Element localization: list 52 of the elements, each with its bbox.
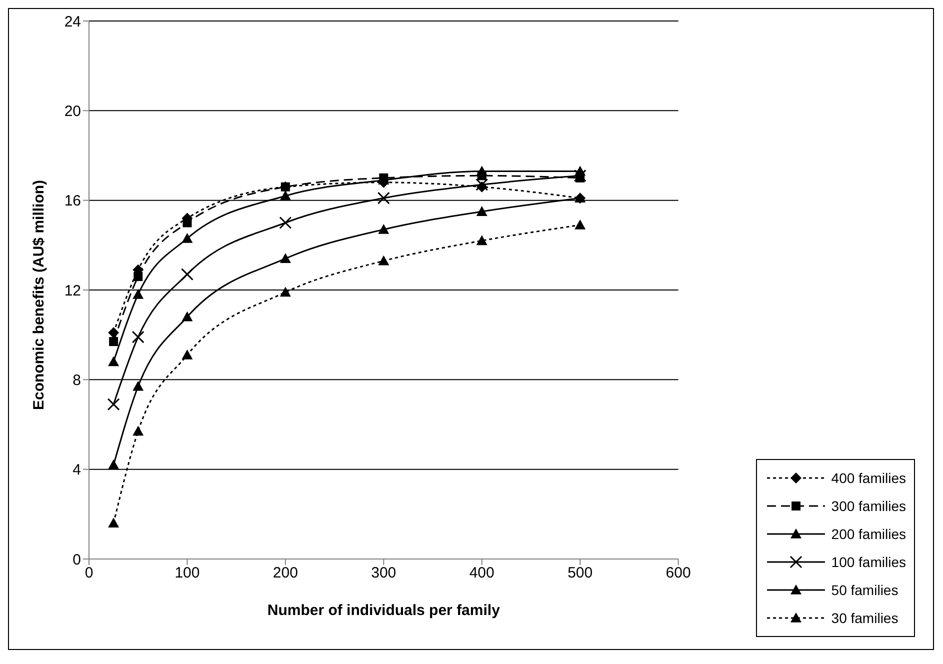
y-tick-label: 12 <box>64 282 81 300</box>
point <box>132 288 144 299</box>
point <box>279 216 292 229</box>
point <box>476 206 488 216</box>
point <box>280 190 291 200</box>
point <box>108 518 120 528</box>
y-tick-label: 16 <box>64 192 81 210</box>
y-tick-label: 24 <box>64 13 81 30</box>
point <box>280 253 291 264</box>
point <box>476 235 488 246</box>
point <box>574 219 586 230</box>
point <box>574 169 586 182</box>
point <box>377 192 390 204</box>
point <box>132 426 144 436</box>
point <box>107 398 120 411</box>
x-tick-label: 100 <box>174 564 200 582</box>
x-axis-title: Number of individuals per family <box>267 602 501 619</box>
legend-label: 100 families <box>831 554 906 570</box>
legend-label: 30 families <box>831 610 898 626</box>
point <box>182 350 193 360</box>
point <box>476 178 488 191</box>
y-tick-label: 4 <box>72 462 81 479</box>
y-tick-label: 0 <box>72 551 81 568</box>
point <box>134 272 143 282</box>
point <box>132 380 144 391</box>
point <box>476 166 488 176</box>
point <box>108 327 120 338</box>
x-tick-label: 500 <box>568 564 593 582</box>
point <box>132 330 144 344</box>
x-tick-label: 0 <box>84 564 94 582</box>
y-tick-label: 20 <box>64 102 81 120</box>
point <box>108 356 120 366</box>
x-tick-label: 300 <box>371 564 396 582</box>
legend-label: 200 families <box>831 526 906 542</box>
point <box>378 224 390 234</box>
point <box>180 268 194 281</box>
point <box>182 218 192 228</box>
point <box>182 232 193 243</box>
y-axis-title: Economic benefits (AU$ million) <box>30 180 48 410</box>
x-tick-label: 200 <box>272 564 298 582</box>
point <box>109 337 118 346</box>
legend-label: 400 families <box>831 470 906 486</box>
point <box>378 255 390 266</box>
point <box>182 311 193 322</box>
x-tick-label: 600 <box>666 564 691 582</box>
legend-label: 50 families <box>831 582 898 598</box>
point <box>280 286 291 297</box>
y-tick-label: 8 <box>72 372 81 389</box>
point <box>108 459 120 470</box>
x-tick-label: 400 <box>469 564 494 582</box>
point <box>280 182 290 192</box>
legend-label: 300 families <box>831 498 906 514</box>
